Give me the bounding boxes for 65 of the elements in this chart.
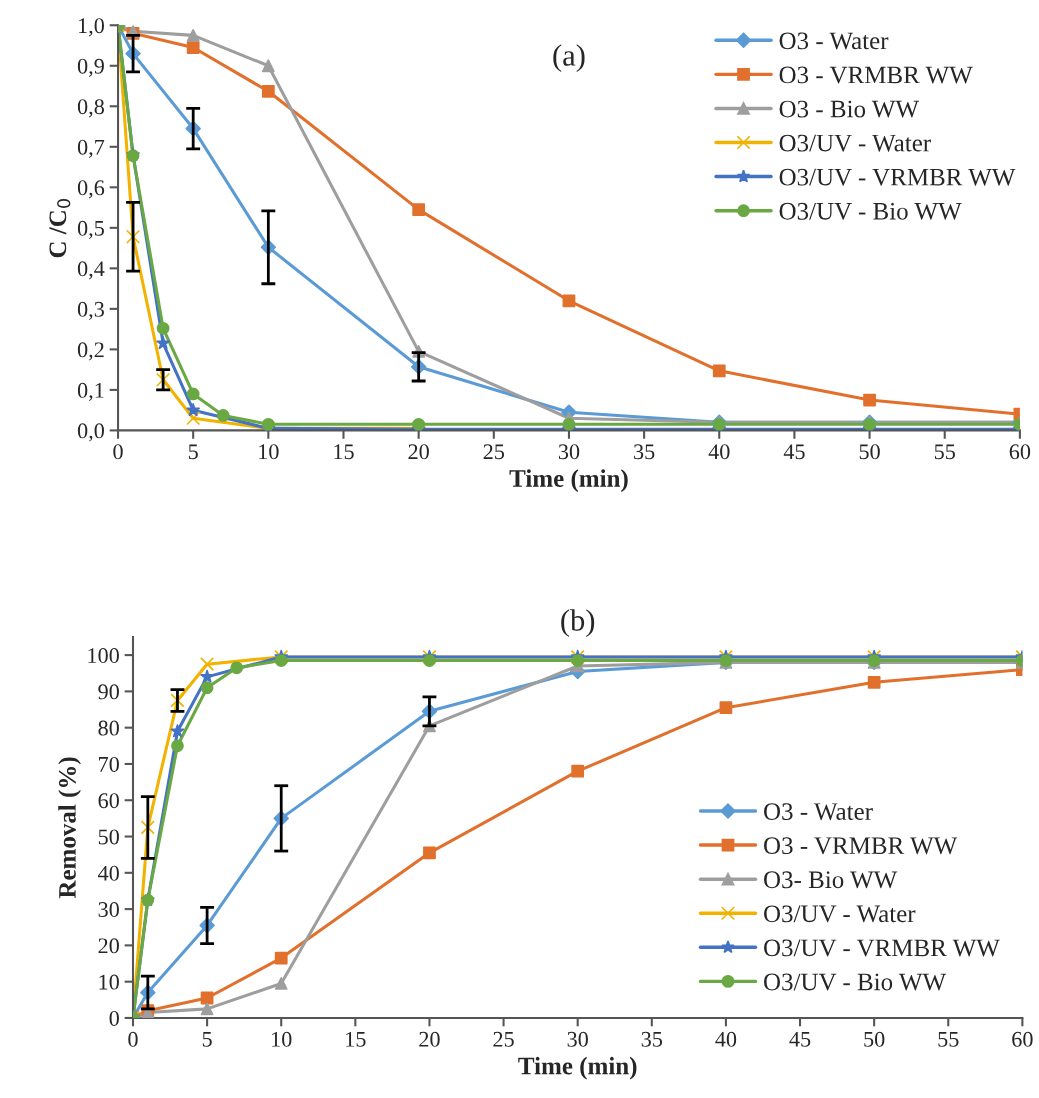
y-tick-label: 0,5 (77, 220, 104, 239)
x-tick-label: 60 (1009, 444, 1031, 460)
y-tick-label: 100 (88, 648, 119, 664)
y-tick-label: 0,8 (77, 99, 104, 118)
x-tick-label: 20 (408, 444, 429, 460)
y-tick-label: 0,1 (77, 382, 104, 402)
legend-label: O3/UV - Water (764, 905, 916, 923)
legend-label: O3/UV - VRMBR WW (779, 168, 1016, 186)
y-tick-label: 1,0 (79, 18, 104, 37)
legend-label: O3/UV - VRMBR WW (764, 939, 1000, 957)
x-tick-label: 5 (202, 1032, 212, 1047)
x-tick-label: 20 (419, 1031, 440, 1047)
x-tick-label: 50 (859, 444, 880, 460)
y-tick-label: 20 (98, 938, 119, 954)
y-tick-label: 40 (98, 865, 119, 881)
y-tick-label: 0,4 (77, 261, 105, 280)
y-tick-label: 0,9 (77, 58, 104, 77)
x-tick-label: 50 (864, 1031, 885, 1047)
y-tick-label: 80 (98, 720, 119, 736)
y-tick-label: 0,3 (77, 301, 104, 320)
y-tick-label: 50 (98, 829, 119, 845)
x-tick-label: 45 (789, 1031, 811, 1047)
y-tick-label: 0 (109, 1010, 119, 1026)
y-axis-title: Removal (%) (58, 757, 81, 899)
legend-label: O3- Bio WW (764, 871, 898, 889)
x-tick-label: 55 (934, 444, 955, 460)
x-tick-label: 40 (708, 444, 730, 460)
x-tick-label: 45 (783, 444, 805, 460)
x-axis-title: Time (min) (518, 1056, 637, 1080)
legend-label: O3 - VRMBR WW (764, 837, 958, 855)
legend-label: O3 - Water (779, 32, 889, 50)
x-tick-label: 10 (259, 444, 279, 460)
x-axis-title: Time (min) (509, 469, 628, 492)
legend-label: O3/UV - Bio WW (764, 973, 947, 991)
y-tick-label: 60 (98, 793, 119, 809)
y-tick-label: 0,2 (77, 342, 104, 361)
legend-label: O3/UV - Water (779, 134, 931, 152)
x-tick-label: 40 (715, 1031, 737, 1047)
y-tick-label: 0,0 (77, 423, 104, 442)
legend-label: O3/UV - Bio WW (779, 202, 962, 220)
x-tick-label: 0 (128, 1031, 138, 1047)
y-axis-title: C /C$_{0}$ (49, 199, 71, 258)
x-tick-label: 30 (567, 1031, 588, 1047)
x-tick-label: 15 (346, 1031, 366, 1047)
x-tick-label: 35 (634, 444, 655, 460)
x-tick-label: 35 (641, 1031, 663, 1047)
x-tick-label: 25 (493, 1031, 514, 1047)
y-tick-label: 70 (99, 756, 119, 772)
legend-label: O3 - Water (764, 803, 873, 821)
text: (a) (553, 44, 585, 73)
y-tick-label: 10 (99, 974, 119, 990)
legend-label: O3 - Bio WW (779, 100, 919, 118)
x-tick-label: 60 (1012, 1031, 1033, 1047)
y-tick-label: 0,6 (77, 180, 105, 199)
x-tick-label: 25 (483, 444, 505, 460)
x-tick-label: 15 (334, 444, 354, 460)
y-tick-label: 90 (98, 684, 119, 700)
y-tick-label: 30 (98, 902, 119, 918)
legend-label: O3 - VRMBR WW (779, 66, 973, 84)
y-tick-label: 0,7 (77, 139, 105, 158)
x-tick-label: 10 (272, 1031, 292, 1047)
x-tick-label: 30 (558, 444, 580, 460)
chart-title: (b) (561, 609, 595, 637)
x-tick-label: 55 (938, 1032, 959, 1047)
x-tick-label: 5 (188, 444, 198, 460)
